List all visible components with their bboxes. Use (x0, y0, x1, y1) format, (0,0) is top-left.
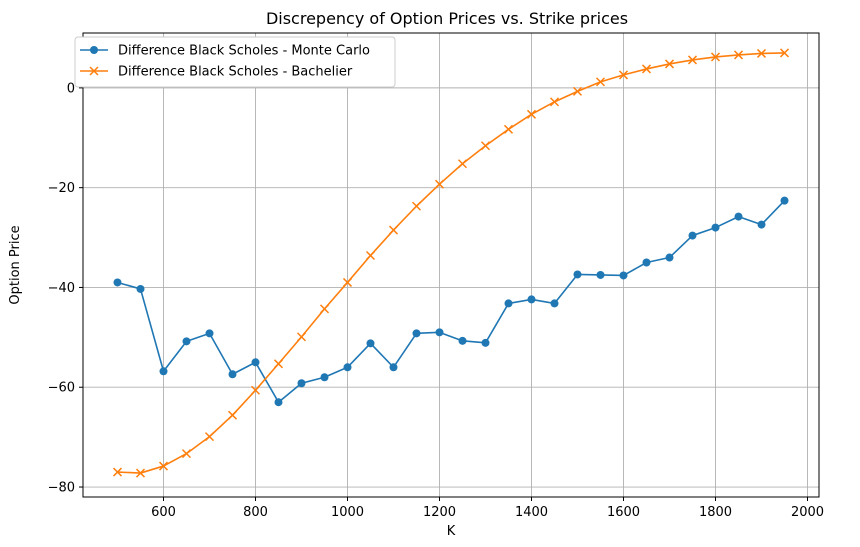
series-2-point (434, 179, 445, 189)
series-2-point (388, 225, 399, 235)
series-1-line (117, 200, 786, 404)
series-1-point (458, 336, 467, 345)
series-2-point (549, 97, 560, 107)
y-tick-label: −40 (48, 281, 75, 296)
series-1-point (435, 328, 444, 337)
series-1-point (205, 329, 214, 338)
series-1 (113, 196, 789, 407)
series-2-point (756, 48, 767, 58)
series-1-point (136, 284, 145, 293)
series-1-point (274, 398, 283, 407)
legend-swatch-marker (90, 46, 98, 54)
series-1-point (412, 329, 421, 338)
series-1-point (780, 196, 789, 205)
legend: Difference Black Scholes - Monte Carlo Di… (74, 36, 396, 88)
series-1-point (596, 270, 605, 279)
legend-box (74, 36, 396, 88)
series-2 (112, 48, 790, 478)
series-2-point (526, 109, 537, 119)
series-2-point (572, 86, 583, 96)
legend-label: Difference Black Scholes - Monte Carlo (118, 44, 370, 59)
series-1-point (757, 220, 766, 229)
series-1-point (527, 295, 536, 304)
series-1-point (642, 258, 651, 267)
x-axis: 600 800 1000 1200 1400 1600 1800 2000 (151, 497, 824, 520)
x-tick-label: 600 (151, 505, 176, 520)
series-2-point (204, 432, 215, 442)
y-tick-label: −60 (48, 381, 75, 396)
x-axis-label: K (447, 524, 456, 539)
series-layer (112, 48, 790, 478)
y-tick-label: 0 (67, 81, 75, 96)
y-tick-label: −80 (48, 481, 75, 496)
legend-swatch-marker (89, 66, 99, 76)
series-2-point (503, 124, 514, 134)
series-2-point (319, 304, 330, 314)
series-2-point (135, 468, 146, 478)
x-tick-label: 1400 (515, 505, 548, 520)
y-axis-label: Option Price (8, 225, 23, 304)
series-1-point (665, 253, 674, 262)
series-1-point (481, 338, 490, 347)
series-2-point (664, 59, 675, 69)
series-1-point (159, 367, 168, 376)
series-2-point (227, 410, 238, 420)
series-1-point (251, 358, 260, 367)
series-1-point (182, 337, 191, 346)
series-2-point (733, 50, 744, 60)
x-tick-label: 2000 (791, 505, 824, 520)
series-2-point (618, 70, 629, 80)
series-2-point (365, 250, 376, 261)
series-1-point (113, 278, 122, 287)
series-1-point (573, 270, 582, 279)
series-1-point (711, 223, 720, 232)
series-1-point (504, 299, 513, 308)
series-2-point (112, 467, 123, 477)
series-2-point (273, 359, 284, 369)
series-1-point (389, 363, 398, 372)
series-2-point (779, 48, 790, 58)
grid (83, 33, 819, 497)
series-2-point (710, 52, 721, 62)
series-2-point (158, 461, 169, 471)
series-1-point (228, 370, 237, 379)
series-1-point (343, 363, 352, 372)
chart-title: Discrepency of Option Prices vs. Strike … (266, 9, 628, 28)
x-tick-label: 1000 (331, 505, 364, 520)
series-2-point (181, 449, 192, 459)
series-2-point (480, 141, 491, 151)
series-1-point (734, 212, 743, 221)
series-2-point (641, 64, 652, 74)
series-2-point (457, 159, 468, 169)
x-tick-label: 1600 (607, 505, 640, 520)
x-tick-label: 800 (243, 505, 268, 520)
series-1-point (320, 373, 329, 382)
plot-frame (82, 32, 820, 498)
x-tick-label: 1200 (423, 505, 456, 520)
series-2-point (411, 201, 422, 211)
y-tick-label: −20 (48, 181, 75, 196)
series-2-point (595, 77, 606, 87)
series-2-line (117, 52, 785, 474)
y-axis: −80 −60 −40 −20 0 (48, 81, 83, 496)
series-1-point (550, 299, 559, 308)
series-1-point (688, 231, 697, 240)
series-1-point (366, 339, 375, 348)
series-2-point (687, 55, 698, 65)
legend-label: Difference Black Scholes - Bachelier (118, 65, 353, 80)
series-2-point (250, 385, 261, 395)
series-2-point (296, 332, 307, 342)
x-tick-label: 1800 (699, 505, 732, 520)
series-1-point (297, 379, 306, 388)
series-1-point (619, 271, 628, 280)
series-2-point (342, 277, 353, 287)
